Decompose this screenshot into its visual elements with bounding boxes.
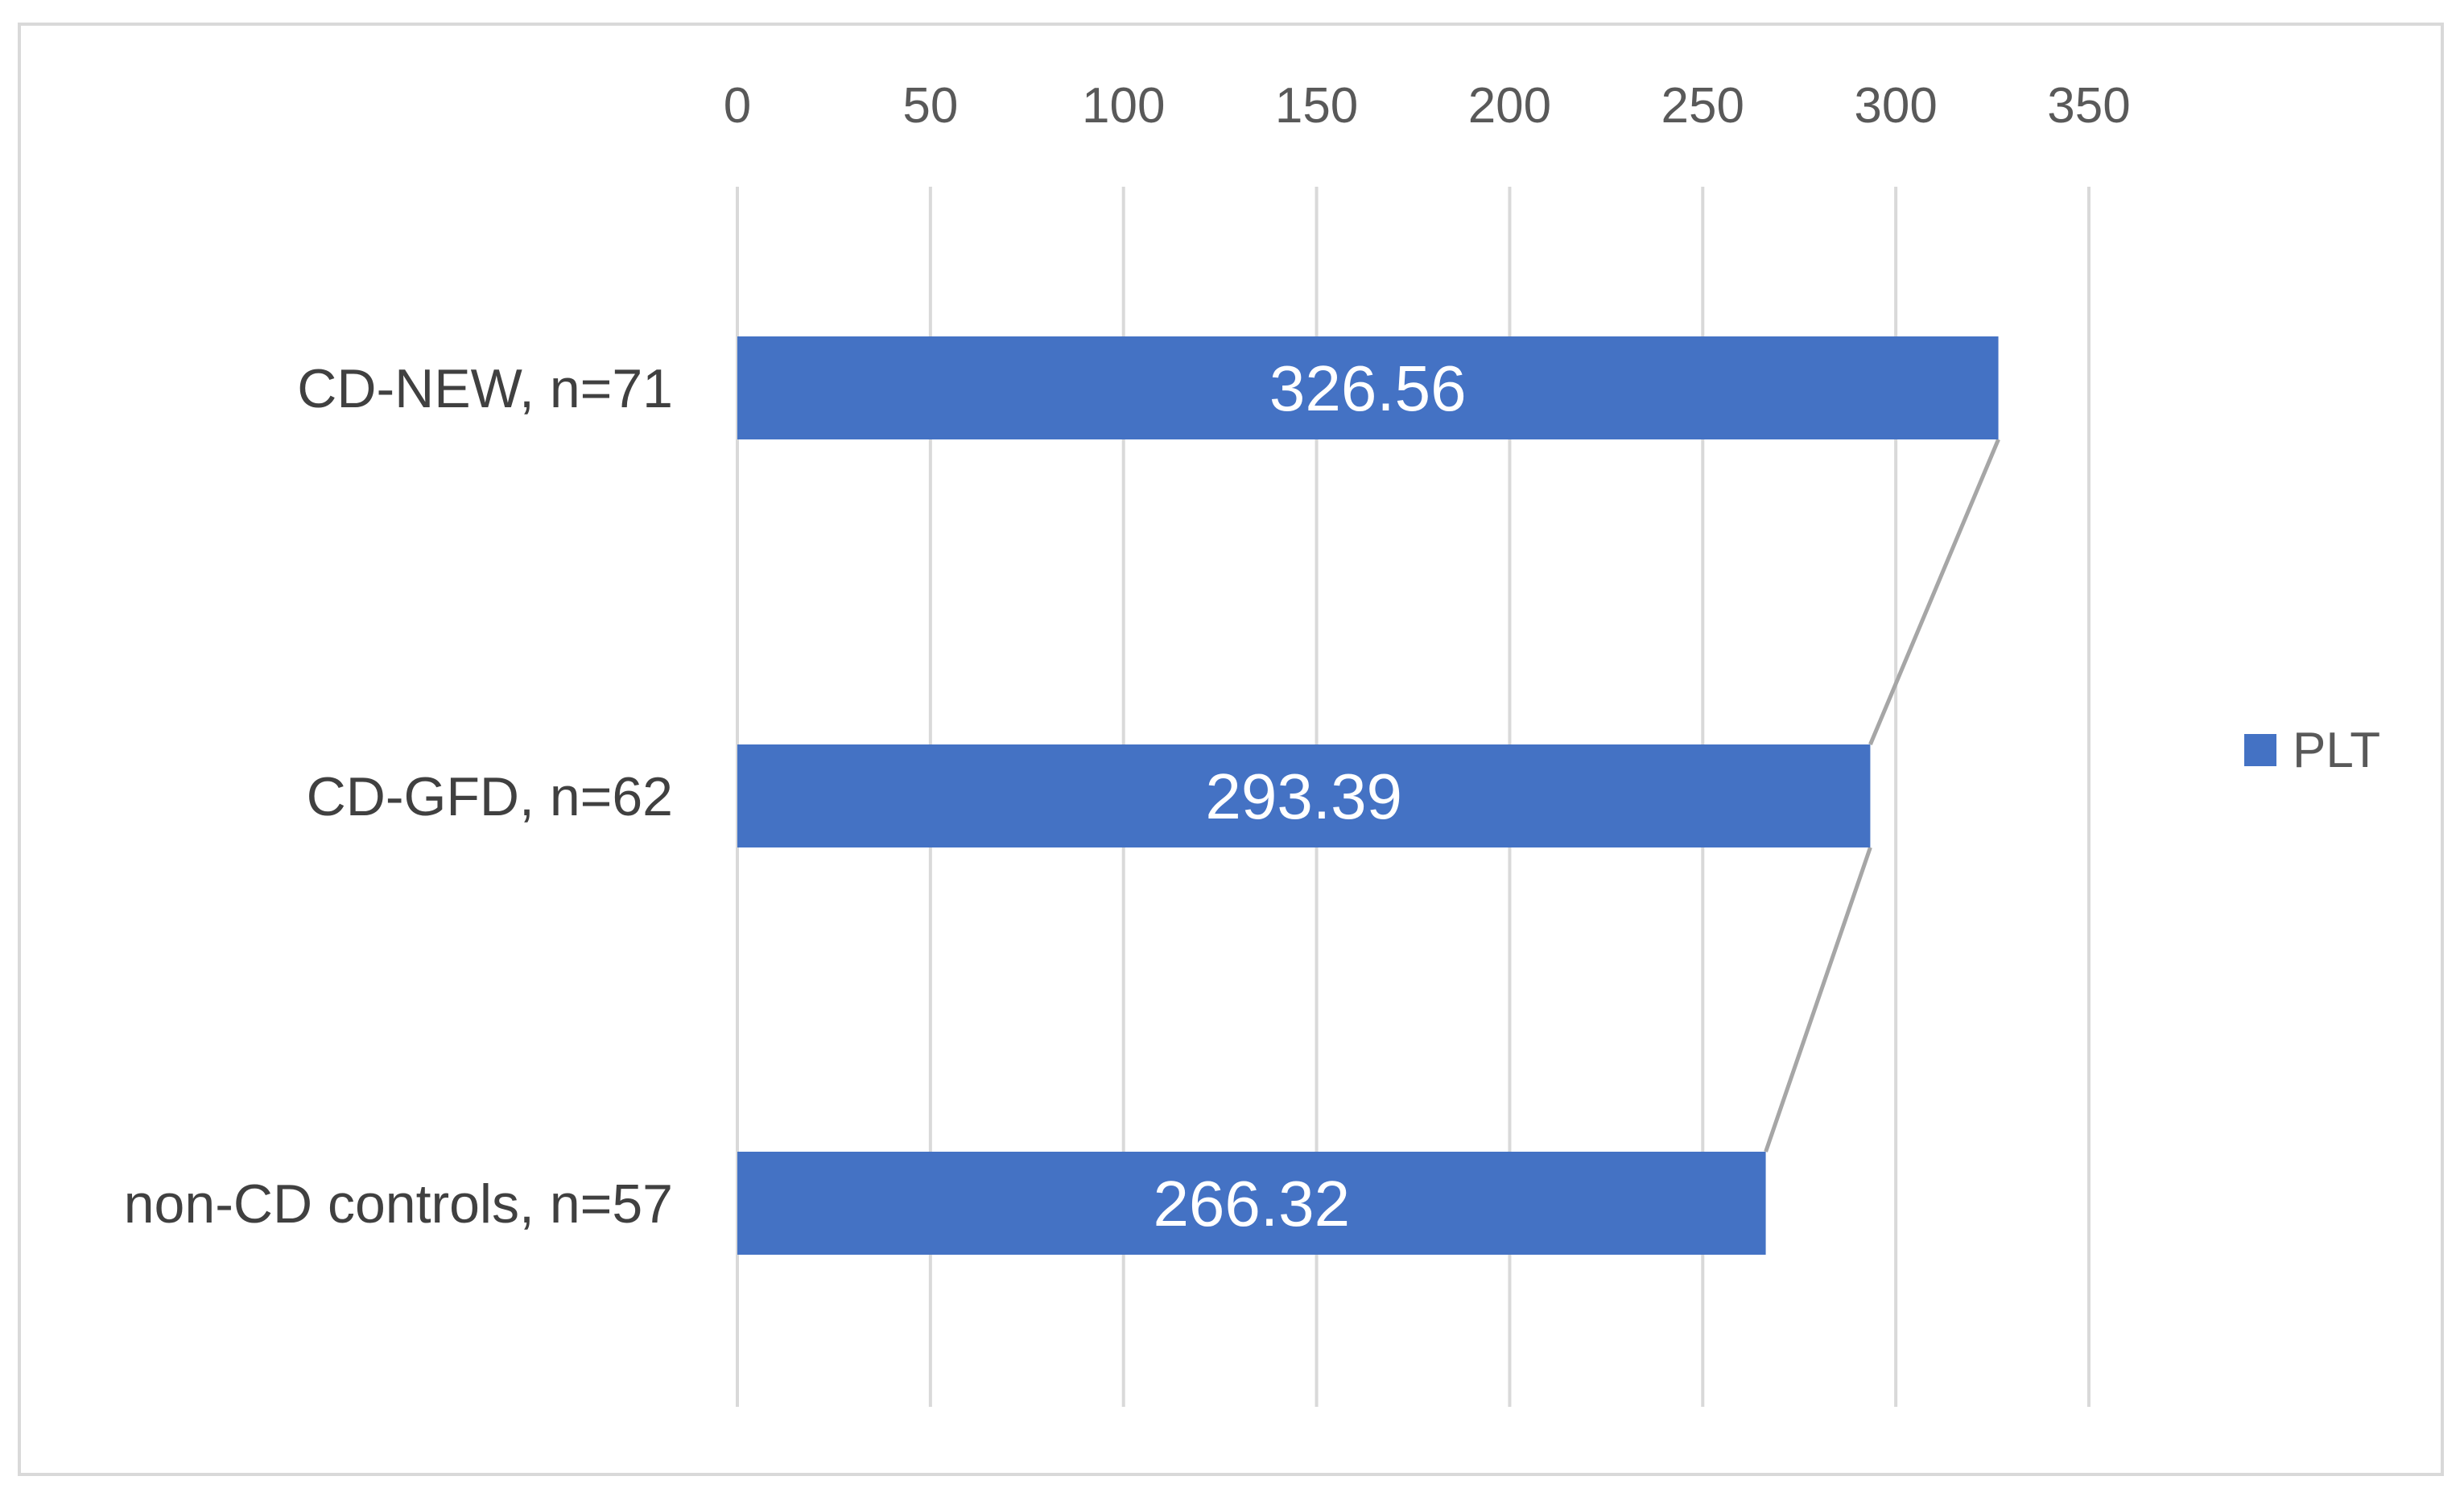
series-line (1868, 439, 2000, 745)
x-tick-label: 0 (724, 78, 751, 134)
x-tick-label: 50 (902, 78, 958, 134)
x-tick-label: 350 (2047, 78, 2130, 134)
data-label: 293.39 (1205, 761, 1402, 832)
bar (737, 336, 1999, 439)
category-label: CD-NEW, n=71 (297, 358, 673, 419)
series-lines (1764, 439, 2000, 1153)
x-tick-label: 250 (1661, 78, 1744, 134)
series-line (1764, 847, 1872, 1153)
bars (737, 336, 1999, 1255)
category-label: CD-GFD, n=62 (307, 766, 673, 827)
x-tick-label: 100 (1082, 78, 1165, 134)
y-axis-categories: CD-NEW, n=71 CD-GFD, n=62 non-CD controls,… (124, 358, 673, 1235)
bar (737, 1152, 1766, 1255)
bar (737, 744, 1871, 847)
x-tick-label: 300 (1854, 78, 1937, 134)
category-label: non-CD controls, n=57 (124, 1173, 673, 1235)
x-tick-label: 200 (1468, 78, 1551, 134)
data-labels: 326.56 293.39 266.32 (1153, 353, 1466, 1239)
legend-swatch-plt (2244, 734, 2276, 766)
legend: PLT (2244, 723, 2380, 778)
x-axis-ticks: 0 50 100 150 200 250 300 350 (724, 78, 2131, 134)
data-label: 266.32 (1153, 1168, 1350, 1239)
legend-label-plt: PLT (2293, 723, 2380, 778)
x-tick-label: 150 (1275, 78, 1358, 134)
data-label: 326.56 (1269, 353, 1467, 424)
